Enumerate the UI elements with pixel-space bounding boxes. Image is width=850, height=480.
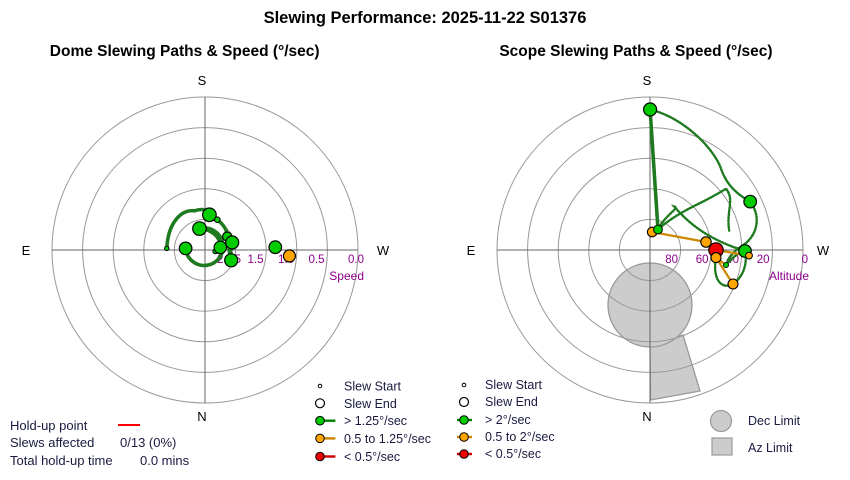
svg-text:E: E [467, 243, 476, 258]
svg-text:Slew Start: Slew Start [485, 378, 542, 392]
svg-text:0/13 (0%): 0/13 (0%) [120, 435, 176, 450]
svg-text:> 2°/sec: > 2°/sec [485, 413, 531, 427]
svg-text:> 1.25°/sec: > 1.25°/sec [344, 414, 407, 428]
svg-text:< 0.5°/sec: < 0.5°/sec [344, 450, 400, 464]
svg-text:0.0 mins: 0.0 mins [140, 453, 190, 468]
svg-text:S: S [198, 73, 207, 88]
svg-text:W: W [817, 243, 830, 258]
svg-text:Slews affected: Slews affected [10, 435, 94, 450]
svg-text:20: 20 [757, 254, 770, 266]
svg-text:E: E [22, 243, 31, 258]
svg-text:Az Limit: Az Limit [748, 441, 793, 455]
svg-text:W: W [377, 243, 390, 258]
svg-text:N: N [642, 409, 651, 424]
svg-text:1.5: 1.5 [248, 254, 264, 266]
svg-text:0.5 to 1.25°/sec: 0.5 to 1.25°/sec [344, 432, 431, 446]
svg-text:0.5 to 2°/sec: 0.5 to 2°/sec [485, 430, 555, 444]
svg-text:< 0.5°/sec: < 0.5°/sec [485, 447, 541, 461]
svg-text:80: 80 [665, 254, 678, 266]
svg-text:Altitude: Altitude [769, 269, 809, 283]
svg-text:Slew End: Slew End [485, 395, 538, 409]
svg-text:Hold-up point: Hold-up point [10, 418, 88, 433]
svg-text:Slew End: Slew End [344, 397, 397, 411]
svg-text:Dec Limit: Dec Limit [748, 414, 801, 428]
svg-text:60: 60 [696, 254, 709, 266]
svg-text:Slew Start: Slew Start [344, 380, 401, 394]
svg-text:N: N [197, 409, 206, 424]
svg-text:S: S [643, 73, 652, 88]
svg-text:0.0: 0.0 [348, 254, 364, 266]
svg-text:Speed: Speed [329, 269, 364, 283]
svg-text:Total hold-up time: Total hold-up time [10, 453, 113, 468]
svg-text:0: 0 [802, 254, 808, 266]
svg-text:0.5: 0.5 [309, 254, 325, 266]
